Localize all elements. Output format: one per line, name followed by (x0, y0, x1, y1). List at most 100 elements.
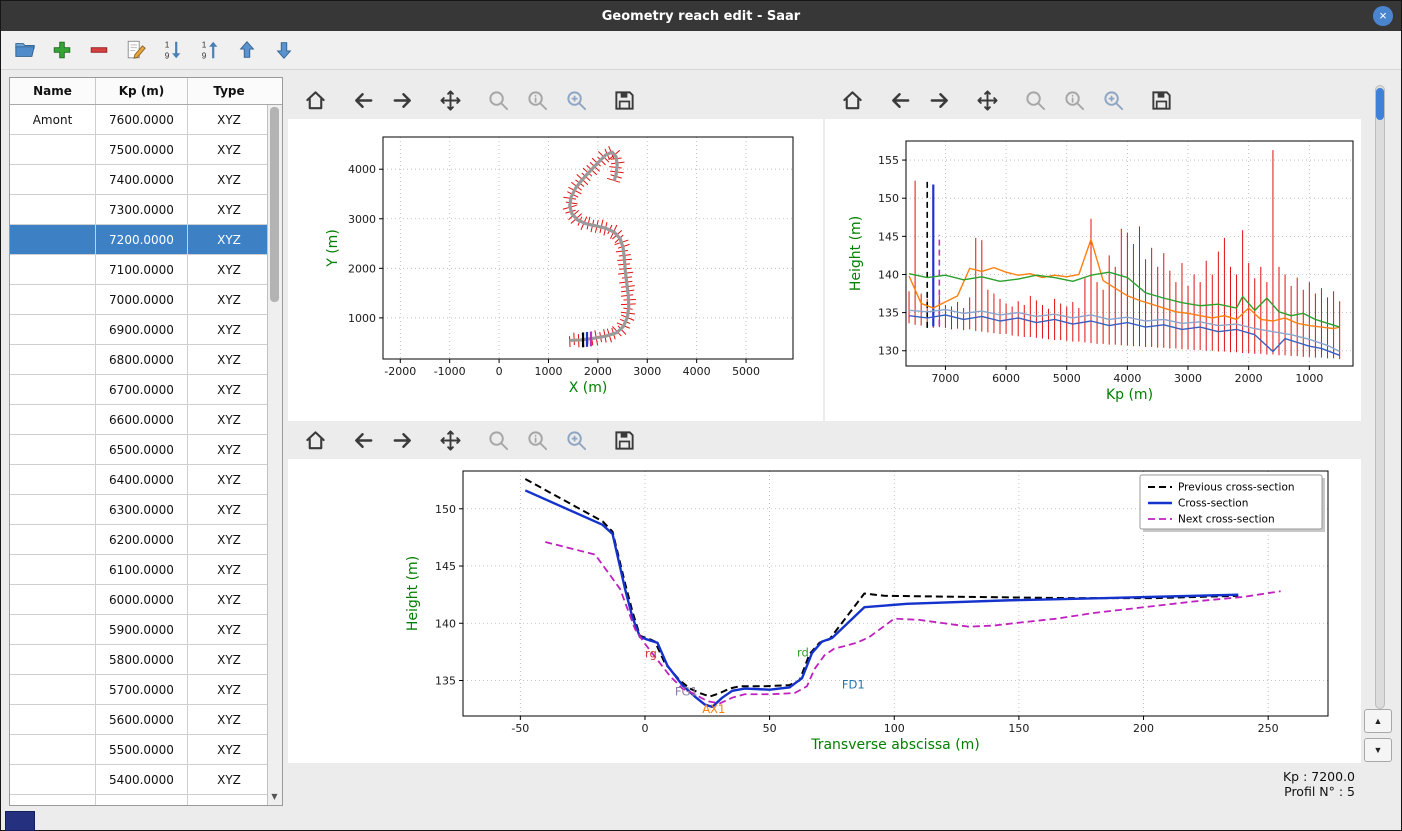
profile-info-button[interactable] (1061, 86, 1089, 114)
table-row[interactable]: 5600.0000 XYZ (10, 705, 268, 735)
plan-info-button[interactable] (524, 86, 552, 114)
plan-zoom-rect-button[interactable] (563, 86, 591, 114)
table-row[interactable]: 7400.0000 XYZ (10, 165, 268, 195)
profile-zoom-rect-button[interactable] (1100, 86, 1128, 114)
cross-info-button[interactable] (524, 426, 552, 454)
profile-zoom-button[interactable] (1022, 86, 1050, 114)
plan-view-chart[interactable]: -2000 -1000 0 1000 2000 3000 4000 5000 1000 2000 3… (288, 119, 823, 421)
svg-text:140: 140 (878, 268, 899, 281)
plan-back-button[interactable] (350, 86, 378, 114)
cell-kp: 6300.0000 (96, 495, 188, 525)
svg-text:0: 0 (496, 365, 503, 378)
profile-forward-button[interactable] (926, 86, 954, 114)
table-row[interactable]: 7100.0000 XYZ (10, 255, 268, 285)
table-row[interactable]: 6600.0000 XYZ (10, 405, 268, 435)
table-row[interactable]: 5900.0000 XYZ (10, 615, 268, 645)
status-info: Kp : 7200.0 Profil N° : 5 (1283, 769, 1355, 799)
table-row[interactable]: 7300.0000 XYZ (10, 195, 268, 225)
cross-back-button[interactable] (350, 426, 378, 454)
cell-name (10, 525, 96, 555)
previous-profile-button[interactable]: ▲ (1364, 709, 1392, 733)
add-cross-section-button[interactable] (48, 35, 78, 65)
cell-kp: 5500.0000 (96, 735, 188, 765)
cell-name (10, 135, 96, 165)
profile-pan-button[interactable] (974, 86, 1002, 114)
table-row[interactable]: Amont 7600.0000 XYZ (10, 105, 268, 135)
plan-home-button[interactable] (302, 86, 330, 114)
cross-save-button[interactable] (611, 426, 639, 454)
cross-section-chart[interactable]: rg rd FD1 AX1 FG1 -50 0 50 100 150 200 250 135 140 145… (288, 459, 1361, 763)
close-button[interactable]: × (1373, 6, 1393, 26)
svg-text:3000: 3000 (633, 365, 661, 378)
profile-home-button[interactable] (839, 86, 867, 114)
longitudinal-profile-chart[interactable]: 7000 6000 5000 4000 3000 2000 1000 130 135 140 145… (825, 119, 1361, 421)
plan-forward-button[interactable] (389, 86, 417, 114)
info-icon (526, 429, 550, 452)
open-geometry-button[interactable] (11, 35, 41, 65)
table-row[interactable]: 6400.0000 XYZ (10, 465, 268, 495)
cross-zoom-rect-button[interactable] (563, 426, 591, 454)
cross-forward-button[interactable] (389, 426, 417, 454)
profile-back-button[interactable] (887, 86, 915, 114)
cross-home-button[interactable] (302, 426, 330, 454)
next-profile-button[interactable]: ▼ (1364, 738, 1392, 762)
vertical-slider[interactable] (1375, 85, 1385, 709)
cell-kp: 5600.0000 (96, 705, 188, 735)
zoom-icon (487, 429, 511, 452)
svg-text:Kp (m): Kp (m) (1106, 387, 1153, 403)
plan-zoom-button[interactable] (485, 86, 513, 114)
table-row[interactable]: 6000.0000 XYZ (10, 585, 268, 615)
cell-type: XYZ (217, 503, 241, 517)
cell-type: XYZ (217, 443, 241, 457)
svg-text:145: 145 (878, 230, 899, 243)
table-row[interactable]: 7000.0000 XYZ (10, 285, 268, 315)
edit-cross-section-button[interactable] (122, 35, 152, 65)
cross-zoom-button[interactable] (485, 426, 513, 454)
table-row[interactable]: 6200.0000 XYZ (10, 525, 268, 555)
svg-text:Height (m): Height (m) (405, 556, 421, 631)
table-row[interactable]: 5800.0000 XYZ (10, 645, 268, 675)
profile-save-button[interactable] (1148, 86, 1176, 114)
minus-icon (88, 39, 112, 61)
table-scrollbar[interactable]: ▼ (267, 105, 282, 805)
table-row[interactable]: 7500.0000 XYZ (10, 135, 268, 165)
table-row[interactable]: 7200.0000 XYZ (10, 225, 268, 255)
svg-text:1000: 1000 (534, 365, 562, 378)
cell-name (10, 645, 96, 675)
zoom-icon (487, 89, 511, 112)
cell-name (10, 675, 96, 705)
cell-name (10, 405, 96, 435)
table-row[interactable]: 6500.0000 XYZ (10, 435, 268, 465)
table-row[interactable]: 6100.0000 XYZ (10, 555, 268, 585)
info-icon (526, 89, 550, 112)
table-scroll-down-icon[interactable]: ▼ (271, 792, 278, 801)
svg-text:FD1: FD1 (842, 678, 865, 692)
svg-text:4000: 4000 (348, 163, 376, 176)
delete-cross-section-button[interactable] (85, 35, 115, 65)
cell-name (10, 345, 96, 375)
vertical-slider-thumb[interactable] (1376, 88, 1384, 120)
table-row[interactable]: 5700.0000 XYZ (10, 675, 268, 705)
table-row[interactable]: 5500.0000 XYZ (10, 735, 268, 765)
plan-pan-button[interactable] (437, 86, 465, 114)
table-row[interactable]: 6700.0000 XYZ (10, 375, 268, 405)
move-up-button[interactable] (233, 35, 263, 65)
svg-text:100: 100 (884, 722, 905, 735)
table-scrollbar-thumb[interactable] (270, 107, 279, 302)
table-row[interactable]: 6900.0000 XYZ (10, 315, 268, 345)
table-row[interactable]: 5400.0000 XYZ (10, 765, 268, 795)
plan-save-button[interactable] (611, 86, 639, 114)
cell-kp: 5300.0000 (96, 795, 188, 805)
svg-text:4000: 4000 (683, 365, 711, 378)
zoom-rect-icon (1102, 89, 1126, 112)
table-row[interactable]: 6300.0000 XYZ (10, 495, 268, 525)
cross-pan-button[interactable] (437, 426, 465, 454)
move-down-button[interactable] (270, 35, 300, 65)
cell-kp: 5800.0000 (96, 645, 188, 675)
reach-color-swatch (5, 811, 35, 831)
table-row[interactable]: 6800.0000 XYZ (10, 345, 268, 375)
back-icon (352, 89, 376, 112)
